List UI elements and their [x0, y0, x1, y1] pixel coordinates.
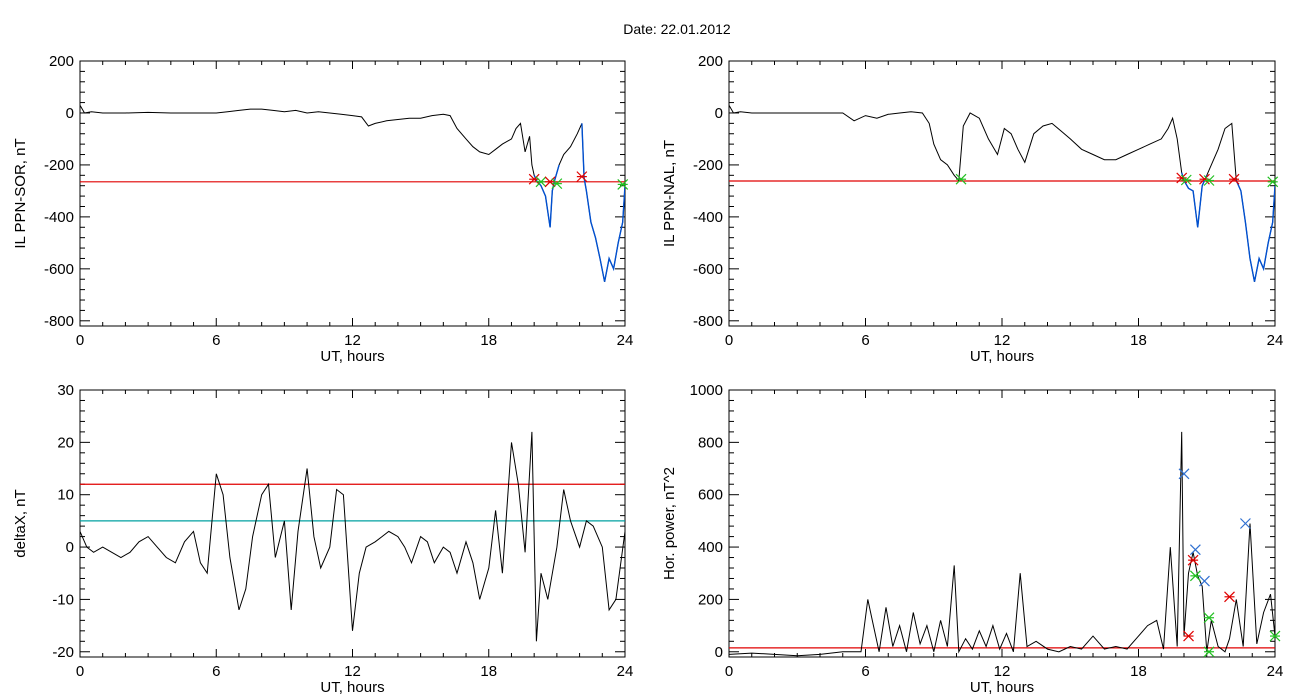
- x-tick-label: 0: [76, 332, 84, 349]
- event-marker: [1228, 173, 1240, 185]
- event-marker: [1203, 175, 1215, 186]
- x-tick-label: 24: [1267, 332, 1284, 349]
- y-axis-label: Hor. power, nT^2: [661, 467, 678, 580]
- y-tick-label: 0: [66, 105, 74, 122]
- x-tick-label: 24: [1267, 663, 1284, 680]
- x-tick-label: 12: [994, 663, 1011, 680]
- event-marker: [1224, 591, 1235, 603]
- y-tick-label: 20: [57, 434, 74, 451]
- chart-panel-4: 0 6 12 18 24 1000 800 600 400 200 0 UT, hours Hor. p…: [661, 382, 1283, 696]
- event-marker: [1183, 630, 1194, 642]
- y-tick-label: 200: [698, 591, 723, 608]
- y-tick-label: 0: [66, 539, 74, 556]
- y-tick-label: 0: [715, 105, 723, 122]
- y-tick-label: 1000: [690, 382, 723, 399]
- y-tick-label: -20: [52, 644, 74, 661]
- x-tick-label: 12: [344, 332, 361, 349]
- y-tick-label: 600: [698, 487, 723, 504]
- y-axis-label: deltaX, nT: [12, 489, 29, 557]
- event-marker: [1203, 646, 1215, 658]
- series-line: [729, 431, 1275, 657]
- x-tick-label: 6: [861, 663, 869, 680]
- highlight-segment: [533, 164, 560, 228]
- x-tick-label: 0: [725, 663, 733, 680]
- series-line: [729, 104, 1275, 282]
- x-tick-label: 12: [994, 332, 1011, 349]
- chart-panel-3: 0 6 12 18 24 30 20 10 0 -10 -20 UT, hours deltaX, nT: [12, 382, 633, 696]
- figure-title: Date: 22.01.2012: [623, 21, 731, 37]
- y-tick-label: 800: [698, 434, 723, 451]
- y-tick-label: -200: [44, 157, 74, 174]
- x-tick-label: 18: [480, 332, 497, 349]
- y-tick-label: 30: [57, 382, 74, 399]
- event-marker: [1189, 570, 1201, 582]
- x-tick-label: 0: [725, 332, 733, 349]
- y-tick-label: 200: [49, 53, 74, 70]
- y-tick-label: -800: [693, 313, 723, 330]
- event-marker: [535, 176, 547, 188]
- event-marker: [1199, 575, 1210, 587]
- y-tick-label: 200: [698, 53, 723, 70]
- x-tick-label: 6: [861, 332, 869, 349]
- y-tick-label: 10: [57, 487, 74, 504]
- y-tick-label: -600: [693, 261, 723, 278]
- chart-panel-1: 0 6 12 18 24 200 0 -200 -400 -600 -800 UT, hours IL …: [12, 53, 633, 365]
- event-marker: [1269, 630, 1281, 642]
- x-axis-label: UT, hours: [320, 679, 384, 696]
- x-tick-label: 6: [212, 332, 220, 349]
- event-marker: [1240, 518, 1251, 529]
- y-tick-label: 400: [698, 539, 723, 556]
- series-line: [80, 104, 625, 282]
- event-marker: [1187, 554, 1199, 566]
- series-line: [80, 431, 625, 642]
- event-marker: [617, 178, 629, 190]
- y-axis-label: IL PPN-SOR, nT: [12, 138, 29, 248]
- y-tick-label: -10: [52, 591, 74, 608]
- plot-frame: [79, 60, 626, 327]
- x-tick-label: 12: [344, 663, 361, 680]
- y-tick-label: -800: [44, 313, 74, 330]
- plot-frame: [79, 389, 626, 658]
- event-marker: [1189, 544, 1201, 556]
- x-axis-label: UT, hours: [970, 679, 1034, 696]
- event-marker: [551, 178, 563, 190]
- x-tick-label: 0: [76, 663, 84, 680]
- event-marker: [1267, 176, 1279, 188]
- chart-panel-2: 0 6 12 18 24 200 0 -200 -400 -600 -800 UT, hours IL …: [661, 53, 1283, 365]
- highlight-segment: [581, 123, 625, 282]
- x-axis-label: UT, hours: [320, 348, 384, 365]
- y-tick-label: -400: [44, 209, 74, 226]
- y-tick-label: 0: [715, 644, 723, 661]
- plot-frame: [728, 389, 1276, 658]
- event-marker: [544, 176, 556, 188]
- event-marker: [1178, 468, 1190, 480]
- event-marker: [576, 171, 588, 183]
- y-tick-label: -200: [693, 157, 723, 174]
- x-tick-label: 18: [480, 663, 497, 680]
- y-tick-label: -600: [44, 261, 74, 278]
- x-axis-label: UT, hours: [970, 348, 1034, 365]
- x-tick-label: 24: [617, 332, 634, 349]
- event-marker: [528, 173, 540, 185]
- highlight-segment: [1235, 180, 1275, 282]
- y-axis-label: IL PPN-NAL, nT: [661, 140, 678, 247]
- event-marker: [955, 173, 967, 185]
- x-tick-label: 18: [1130, 332, 1147, 349]
- event-marker: [1203, 612, 1215, 624]
- y-tick-label: -400: [693, 209, 723, 226]
- x-tick-label: 6: [212, 663, 220, 680]
- x-tick-label: 18: [1130, 663, 1147, 680]
- event-marker: [1180, 174, 1192, 186]
- x-tick-label: 24: [617, 663, 634, 680]
